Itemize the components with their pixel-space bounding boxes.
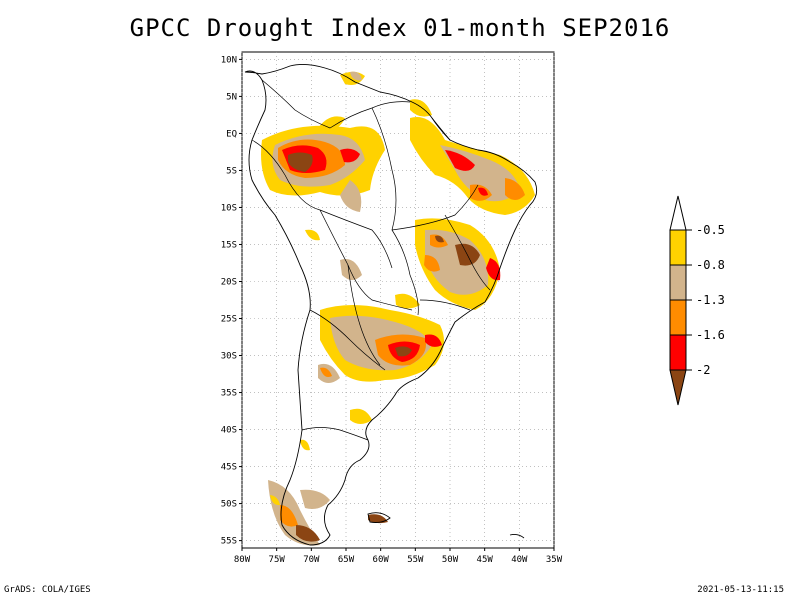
footer-credit: GrADS: COLA/IGES	[4, 585, 91, 595]
footer-timestamp: 2021-05-13-11:15	[697, 585, 784, 595]
drought-shading	[261, 71, 535, 546]
lon-tick-label: 45W	[477, 555, 494, 565]
lon-tick-label: 70W	[303, 555, 320, 565]
latitude-axis: 10N 5N EQ 5S 10S 15S 20S 25S 30S 35S 40S 45S 50S 55S	[221, 55, 242, 547]
country-borders	[251, 79, 491, 441]
lat-tick-label: 10N	[221, 55, 237, 65]
lat-tick-label: 15S	[221, 240, 237, 250]
lat-tick-label: 40S	[221, 426, 237, 436]
legend-label: -1.3	[696, 293, 725, 307]
page-title: GPCC Drought Index 01-month SEP2016	[129, 14, 671, 42]
legend-swatch-c16	[669, 334, 687, 371]
lat-tick-label: 30S	[221, 352, 237, 362]
lon-tick-label: 65W	[338, 555, 355, 565]
lat-tick-label: 5S	[226, 166, 237, 176]
lat-tick-label: 50S	[221, 500, 237, 510]
lat-tick-label: 45S	[221, 463, 237, 473]
legend-label: -1.6	[696, 328, 725, 342]
legend-label: -0.5	[696, 223, 725, 237]
lat-tick-label: 35S	[221, 389, 237, 399]
lat-tick-label: 20S	[221, 277, 237, 287]
lon-tick-label: 50W	[442, 555, 459, 565]
lon-tick-label: 35W	[546, 555, 563, 565]
legend: -0.5 -0.8 -1.3 -1.6 -2	[669, 195, 725, 406]
legend-arrow-top	[669, 195, 687, 231]
lat-tick-label: 55S	[221, 537, 237, 547]
coastline	[244, 63, 538, 546]
lon-tick-label: 40W	[511, 555, 528, 565]
legend-swatch-c05	[669, 229, 687, 266]
legend-swatch-c13	[669, 299, 687, 336]
legend-label: -0.8	[696, 258, 725, 272]
legend-label: -2	[696, 363, 710, 377]
longitude-axis: 80W 75W 70W 65W 60W 55W 50W 45W 40W 35W	[234, 548, 563, 565]
lat-tick-label: 5N	[226, 92, 237, 102]
legend-swatch-c08	[669, 264, 687, 301]
lon-tick-label: 55W	[407, 555, 424, 565]
lat-tick-label: EQ	[226, 129, 237, 139]
lat-tick-label: 10S	[221, 203, 237, 213]
lat-tick-label: 25S	[221, 315, 237, 325]
legend-arrow-bottom	[669, 369, 687, 406]
lon-tick-label: 60W	[373, 555, 390, 565]
lon-tick-label: 75W	[269, 555, 286, 565]
lon-tick-label: 80W	[234, 555, 251, 565]
